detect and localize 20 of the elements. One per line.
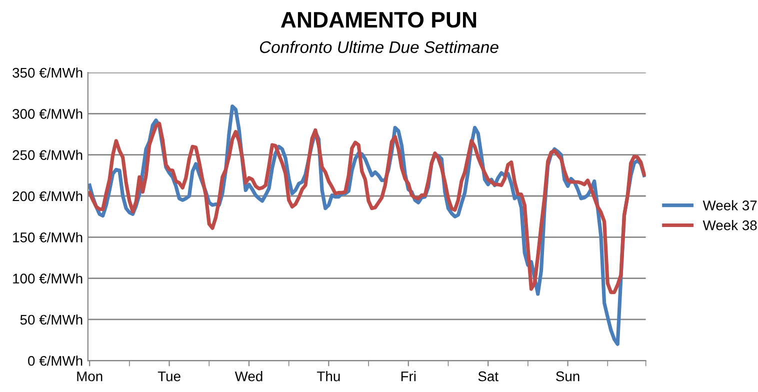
x-tick-label: Thu [317, 371, 340, 382]
y-tick-label: 100 €/MWh [13, 273, 82, 284]
y-tick-label: 350 €/MWh [12, 67, 82, 78]
y-tick-label: 0 €/MWh [28, 356, 82, 366]
y-tick-label: 50 €/MWh [20, 314, 82, 325]
y-tick-label: 150 €/MWh [13, 232, 82, 242]
line-series [88, 122, 646, 294]
legend-label: Week 38 [702, 220, 757, 230]
x-tick-label: Fri [401, 371, 416, 382]
chart-title: ANDAMENTO PUN [280, 12, 476, 28]
y-tick-label: 250 €/MWh [12, 150, 82, 160]
y-tick-label: 200 €/MWh [12, 190, 82, 202]
x-tick-label: Wed [234, 371, 262, 382]
x-tick-label: Sat [478, 371, 498, 382]
x-tick-label: Sun [556, 371, 580, 382]
legend-label: Week 37 [702, 200, 757, 210]
y-tick-label: 300 €/MWh [12, 108, 82, 119]
x-tick-label: Tue [158, 372, 180, 382]
chart-subtitle: Confronto Ultime Due Settimane [260, 40, 498, 54]
x-tick-label: Mon [77, 372, 102, 382]
